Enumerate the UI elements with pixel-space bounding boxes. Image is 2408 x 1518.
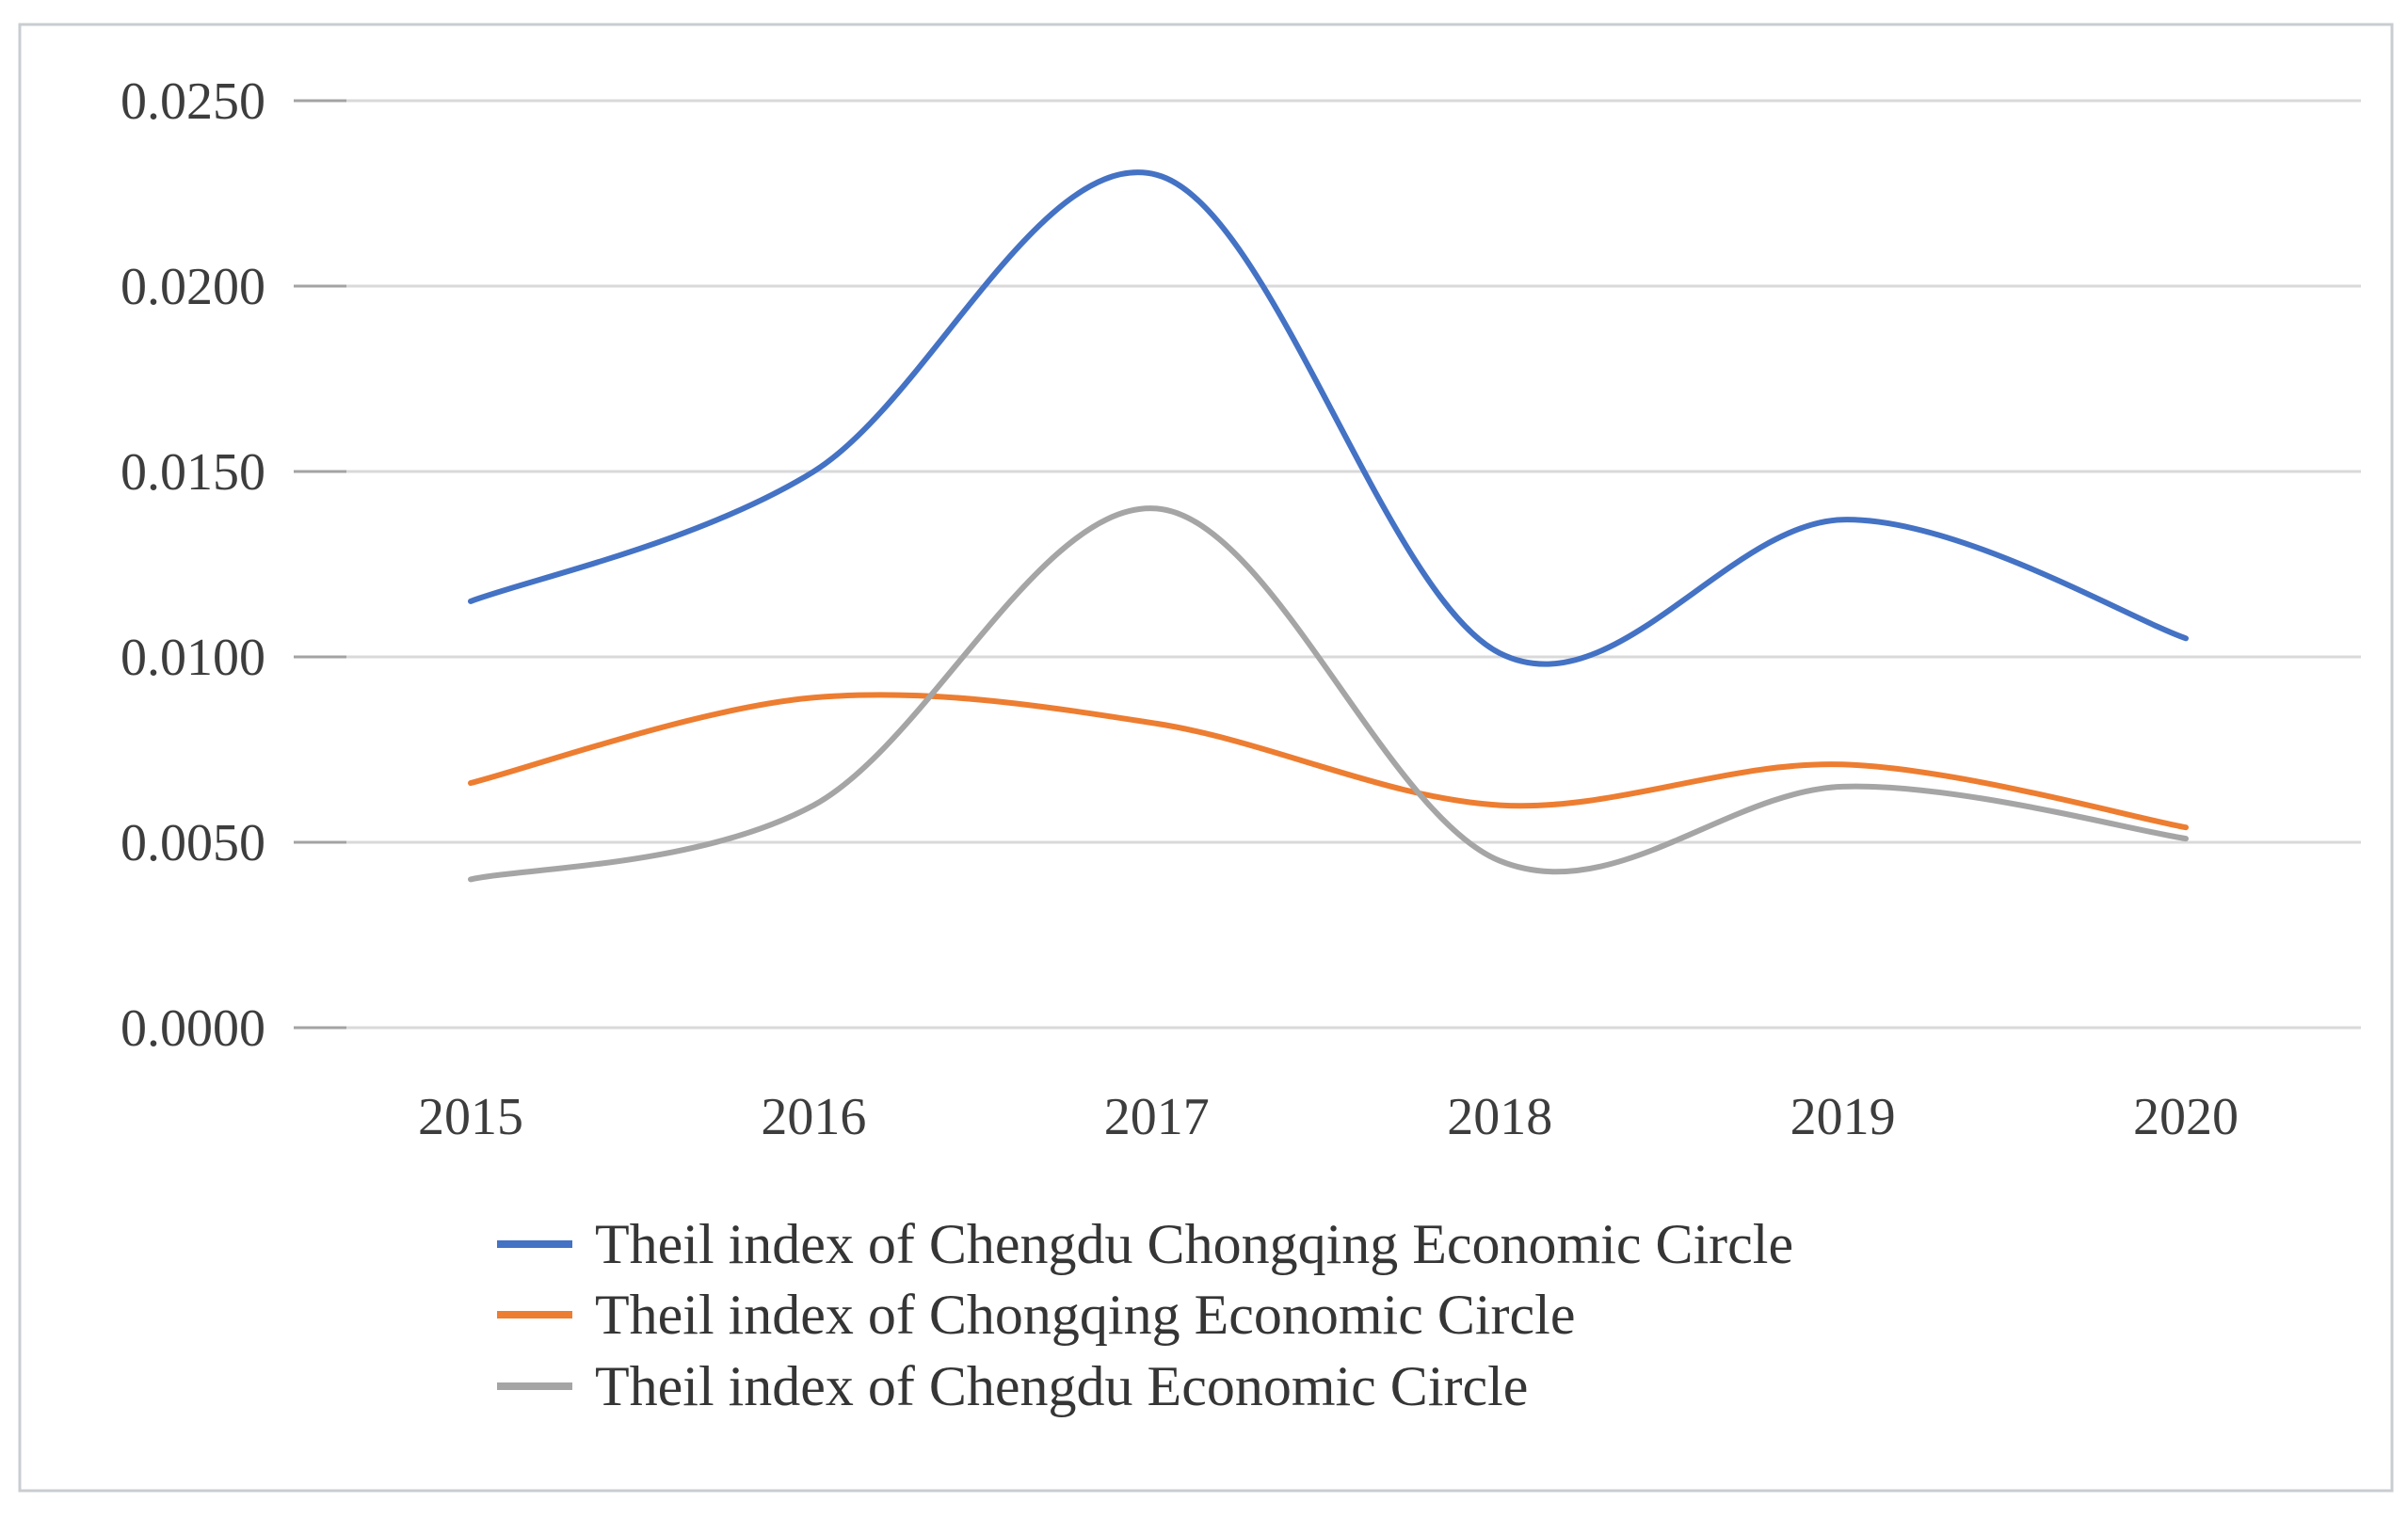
y-tick-label: 0.0050 xyxy=(120,814,265,872)
series-line xyxy=(468,692,2189,831)
series-line xyxy=(468,169,2189,667)
x-tick-label: 2016 xyxy=(761,1088,866,1146)
legend-item: Theil index of Chongqing Economic Circle xyxy=(497,1284,1575,1346)
x-tick-label: 2018 xyxy=(1447,1088,1552,1146)
y-axis-labels: 0.0250 0.0200 0.0150 0.0100 0.0050 0.0000 xyxy=(120,72,265,1058)
legend-item: Theil index of Chengdu Chongqing Economi… xyxy=(497,1213,1793,1275)
legend: Theil index of Chengdu Chongqing Economi… xyxy=(497,1213,1793,1417)
legend-label: Theil index of Chengdu Economic Circle xyxy=(595,1355,1528,1417)
x-axis-labels: 2015 2016 2017 2018 2019 2020 xyxy=(418,1088,2239,1146)
y-tick-label: 0.0250 xyxy=(120,72,265,131)
y-tick-label: 0.0100 xyxy=(120,629,265,687)
legend-item: Theil index of Chengdu Economic Circle xyxy=(497,1355,1528,1417)
legend-label: Theil index of Chengdu Chongqing Economi… xyxy=(595,1213,1793,1275)
series-lines xyxy=(468,169,2189,883)
x-tick-label: 2020 xyxy=(2133,1088,2239,1146)
y-tick-label: 0.0000 xyxy=(120,999,265,1058)
figure-border xyxy=(18,23,2394,1493)
y-tick-label: 0.0150 xyxy=(120,443,265,502)
series-line xyxy=(468,505,2189,883)
gridlines xyxy=(294,99,2361,1030)
legend-label: Theil index of Chongqing Economic Circle xyxy=(595,1284,1575,1346)
x-tick-label: 2017 xyxy=(1104,1088,1210,1146)
y-tick-label: 0.0200 xyxy=(120,258,265,316)
x-tick-label: 2015 xyxy=(418,1088,523,1146)
x-tick-label: 2019 xyxy=(1790,1088,1896,1146)
